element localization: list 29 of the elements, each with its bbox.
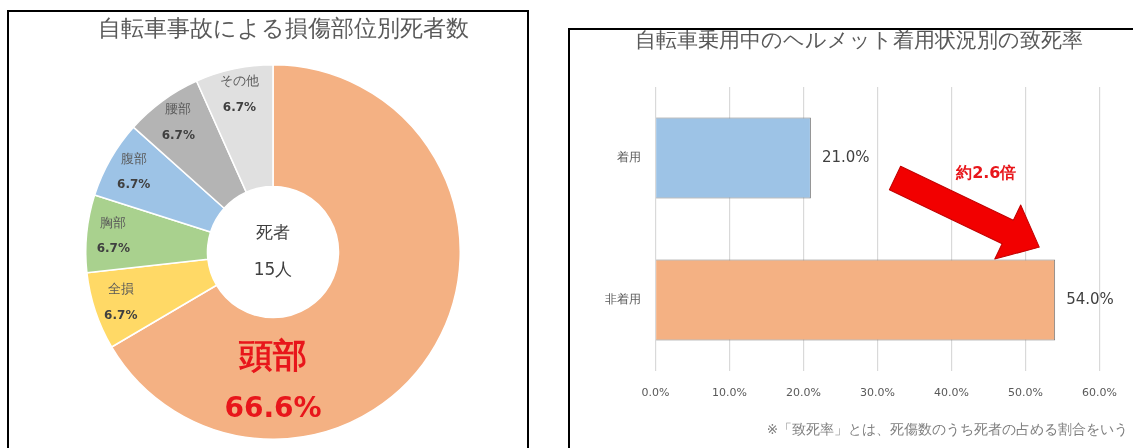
text: 死者	[256, 221, 290, 242]
y-tick-label: 着用	[616, 150, 641, 165]
x-tick-label: 20.0%	[786, 386, 821, 400]
annotation: 約2.6倍	[955, 163, 1017, 183]
text: 15人	[253, 258, 293, 279]
x-tick-label: 10.0%	[712, 386, 747, 400]
data-label: 6.7%	[96, 241, 130, 256]
data-label: 21.0%	[821, 147, 870, 166]
slice-label: 全損	[107, 281, 134, 297]
data-label: 6.7%	[222, 100, 257, 115]
data-label: 6.7%	[117, 177, 151, 192]
chart-title: 自転車乗用中のヘルメット着用状況別の致死率	[635, 28, 1083, 53]
slice-label: 頭部	[238, 335, 307, 376]
slice-label: 腹部	[120, 150, 147, 166]
slice-label: 胸部	[100, 214, 127, 230]
slice-label: その他	[220, 73, 259, 89]
x-tick-label: 50.0%	[1008, 386, 1043, 400]
x-tick-label: 60.0%	[1082, 386, 1117, 400]
x-tick-label: 0.0%	[641, 386, 670, 400]
chart-title: 自転車事故による損傷部位別死者数	[97, 14, 469, 41]
data-label: 66.6%	[224, 390, 322, 424]
text: ※「致死率」とは、死傷数のうち死者の占める割合をいう	[766, 420, 1128, 437]
y-tick-label: 非着用	[604, 292, 641, 307]
data-label: 54.0%	[1066, 289, 1114, 308]
x-tick-label: 30.0%	[860, 386, 895, 400]
slice-label: 腰部	[165, 100, 192, 116]
data-label: 6.7%	[161, 127, 195, 142]
x-tick-label: 40.0%	[934, 386, 969, 400]
data-label: 6.7%	[104, 307, 138, 322]
